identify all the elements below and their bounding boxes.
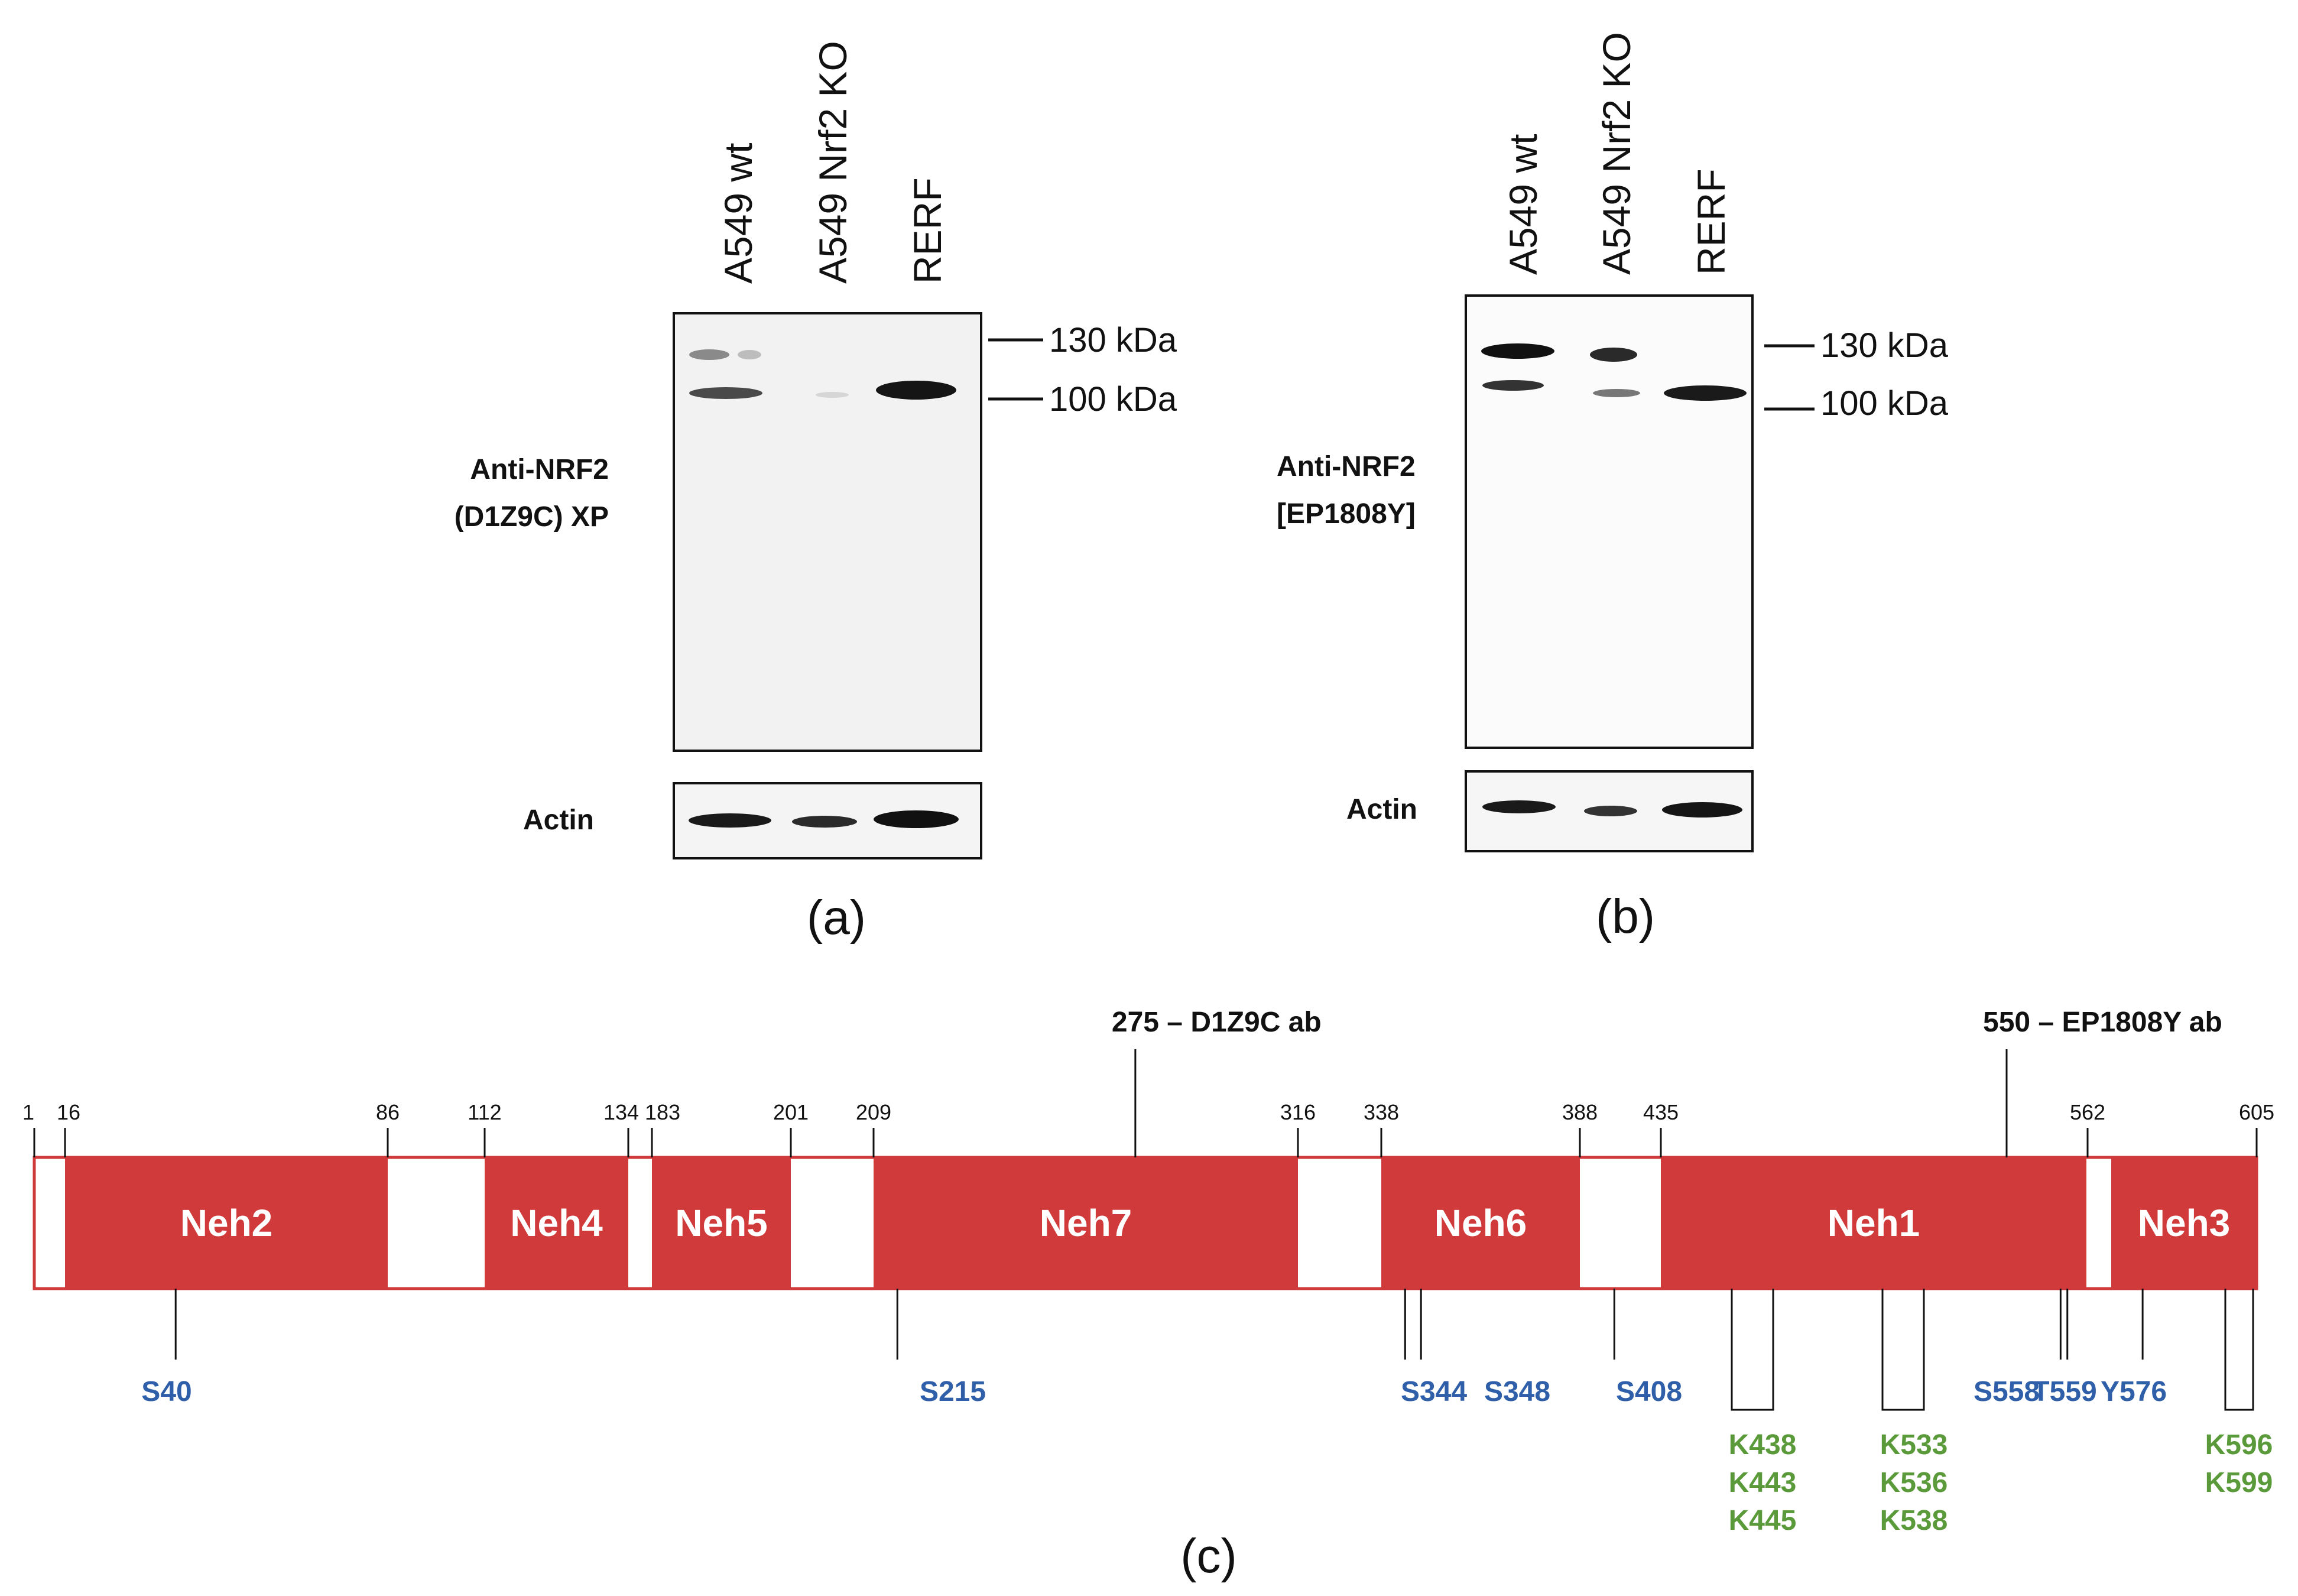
phospho-site-label: S348 xyxy=(1484,1376,1550,1407)
western-blot-membrane xyxy=(1465,294,1754,749)
loading-control-label: Actin xyxy=(523,805,594,836)
ubiquitin-site-label: K443 xyxy=(1729,1467,1797,1498)
blot-band xyxy=(816,392,849,398)
phospho-site-label: S408 xyxy=(1616,1376,1682,1407)
domain-label: Neh4 xyxy=(510,1202,603,1244)
boundary-label: 435 xyxy=(1643,1100,1679,1124)
marker-label: 100 kDa xyxy=(1049,380,1177,419)
ubiquitin-site-label: K538 xyxy=(1880,1505,1948,1536)
domain-neh6 xyxy=(1381,1157,1580,1289)
domain-label: Neh3 xyxy=(2138,1202,2231,1244)
domain-label: Neh6 xyxy=(1434,1202,1527,1244)
blot-band xyxy=(874,810,959,828)
ubiquitin-bracket xyxy=(1731,1289,1774,1411)
lane-label: A549 wt xyxy=(1501,134,1545,275)
ubiquitin-site-label: K599 xyxy=(2205,1467,2273,1498)
blot-band xyxy=(1593,389,1640,397)
panel-c-domain-map: (c) Neh2 Neh4 Neh5 Neh7 Neh6 Neh1 Neh3 1 16 86 112… xyxy=(22,1007,2274,1583)
ubiquitin-site-label: K445 xyxy=(1729,1505,1797,1536)
antibody-label: Anti-NRF2 xyxy=(1277,451,1416,482)
domain-neh1 xyxy=(1661,1157,2086,1289)
domain-neh3 xyxy=(2111,1157,2257,1289)
blot-band xyxy=(1482,800,1556,813)
boundary-label: 16 xyxy=(57,1100,80,1124)
ubiquitin-site-label: K438 xyxy=(1729,1429,1797,1461)
boundary-label: 562 xyxy=(2070,1100,2105,1124)
boundary-label: 338 xyxy=(1364,1100,1399,1124)
domain-neh4 xyxy=(485,1157,628,1289)
boundary-label: 209 xyxy=(856,1100,891,1124)
boundary-label: 134 xyxy=(603,1100,639,1124)
blot-band xyxy=(738,350,761,359)
domain-label: Neh7 xyxy=(1040,1202,1132,1244)
ubiquitin-site-label: K533 xyxy=(1880,1429,1948,1461)
domain-neh2 xyxy=(65,1157,388,1289)
ubiquitin-bracket xyxy=(2224,1289,2254,1411)
blot-band xyxy=(1481,343,1554,359)
blot-band xyxy=(876,381,956,400)
ubiquitin-site-label: K596 xyxy=(2205,1429,2273,1461)
lane-label: A549 Nrf2 KO xyxy=(811,41,855,284)
blot-band xyxy=(1584,806,1637,816)
western-blot-membrane xyxy=(673,312,982,752)
domain-label: Neh5 xyxy=(675,1202,768,1244)
blot-band xyxy=(792,816,857,828)
marker-label: 130 kDa xyxy=(1049,321,1177,359)
antibody-label: (D1Z9C) XP xyxy=(455,501,609,533)
phospho-site-label: S558 xyxy=(1974,1376,2040,1407)
boundary-label: 316 xyxy=(1280,1100,1316,1124)
blot-band xyxy=(689,387,762,399)
blot-band xyxy=(1482,380,1544,391)
lane-label: A549 Nrf2 KO xyxy=(1595,32,1638,275)
phospho-site-label: Y576 xyxy=(2101,1376,2167,1407)
phospho-site-label: S215 xyxy=(920,1376,986,1407)
blot-band xyxy=(689,349,729,360)
phospho-site-label: T559 xyxy=(2032,1376,2096,1407)
phospho-site-label: S40 xyxy=(141,1376,192,1407)
boundary-label: 86 xyxy=(376,1100,400,1124)
phospho-site-label: S344 xyxy=(1401,1376,1467,1407)
domain-neh5 xyxy=(652,1157,791,1289)
panel-a: A549 wt A549 Nrf2 KO RERF 130 kDa 100 kD… xyxy=(455,41,1177,945)
boundary-label: 1 xyxy=(22,1100,34,1124)
marker-label: 130 kDa xyxy=(1820,326,1949,365)
lane-label: RERF xyxy=(1689,168,1733,275)
antibody-label: [EP1808Y] xyxy=(1277,498,1416,530)
panel-label: (c) xyxy=(1180,1529,1237,1583)
domain-label: Neh1 xyxy=(1828,1202,1920,1244)
boundary-label: 112 xyxy=(468,1100,501,1124)
loading-control-label: Actin xyxy=(1346,794,1417,825)
boundary-label: 183 xyxy=(645,1100,680,1124)
blot-band xyxy=(1664,385,1747,401)
panel-b: A549 wt A549 Nrf2 KO RERF 130 kDa 100 kD… xyxy=(1277,32,1949,943)
ubiquitin-site-label: K536 xyxy=(1880,1467,1948,1498)
boundary-label: 201 xyxy=(773,1100,809,1124)
blot-band xyxy=(689,813,771,828)
boundary-label: 605 xyxy=(2239,1100,2274,1124)
antibody-label: Anti-NRF2 xyxy=(470,454,609,485)
domain-label: Neh2 xyxy=(180,1202,273,1244)
panel-label: (b) xyxy=(1596,890,1655,943)
panel-label: (a) xyxy=(807,891,866,945)
marker-label: 100 kDa xyxy=(1820,384,1949,423)
epitope-label: 275 – D1Z9C ab xyxy=(1112,1007,1322,1038)
ubiquitin-bracket xyxy=(1881,1289,1925,1411)
boundary-label: 388 xyxy=(1562,1100,1598,1124)
blot-band xyxy=(1662,802,1742,818)
lane-label: RERF xyxy=(905,177,949,284)
epitope-label: 550 – EP1808Y ab xyxy=(1983,1007,2222,1038)
blot-band xyxy=(1590,348,1637,362)
domain-neh7 xyxy=(874,1157,1298,1289)
lane-label: A549 wt xyxy=(716,143,760,284)
